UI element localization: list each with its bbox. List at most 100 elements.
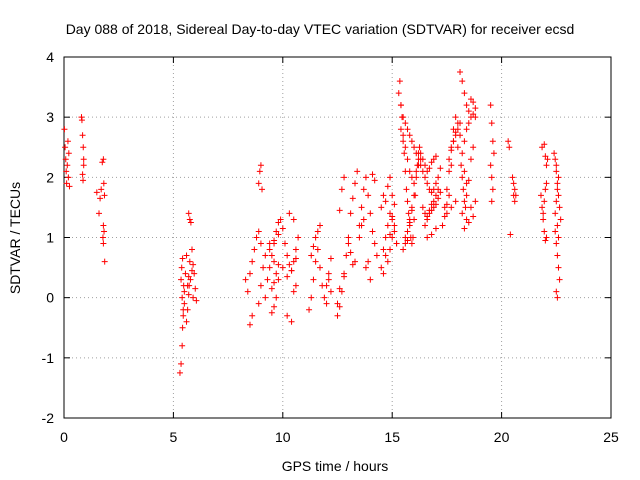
chart-title: Day 088 of 2018, Sidereal Day-to-day VTE… (66, 21, 575, 37)
data-point (541, 228, 548, 235)
data-point (256, 168, 263, 175)
data-point (63, 168, 70, 175)
data-point (338, 288, 345, 295)
data-point (185, 291, 192, 298)
data-point (467, 156, 474, 163)
data-point (347, 249, 354, 256)
data-point (384, 183, 391, 190)
data-point (184, 306, 191, 313)
data-point (435, 174, 442, 181)
data-point (186, 216, 193, 223)
data-point (404, 126, 411, 133)
data-point (349, 195, 356, 202)
data-point (178, 264, 185, 271)
data-point (314, 228, 321, 235)
data-point (281, 240, 288, 247)
data-point (463, 216, 470, 223)
data-point (554, 186, 561, 193)
data-point (179, 294, 186, 301)
data-point (380, 246, 387, 253)
data-series (61, 69, 564, 376)
data-point (459, 174, 466, 181)
data-point (470, 99, 477, 106)
data-point (257, 240, 264, 247)
data-point (387, 174, 394, 181)
data-point (378, 264, 385, 271)
data-point (251, 246, 258, 253)
data-point (389, 192, 396, 199)
data-point (66, 183, 73, 190)
data-point (273, 270, 280, 277)
data-point (188, 267, 195, 274)
data-point (402, 120, 409, 127)
data-point (286, 261, 293, 268)
data-point (556, 204, 563, 211)
data-point (358, 222, 365, 229)
data-point (443, 210, 450, 217)
data-point (511, 186, 518, 193)
data-point (186, 258, 193, 265)
data-point (424, 234, 431, 241)
data-point (400, 138, 407, 145)
data-point (268, 309, 275, 316)
data-point (323, 282, 330, 289)
x-tick-label: 25 (603, 429, 619, 445)
data-point (470, 213, 477, 220)
data-point (284, 273, 291, 280)
data-point (463, 102, 470, 109)
data-point (99, 234, 106, 241)
data-point (426, 165, 433, 172)
data-point (78, 117, 85, 124)
data-point (540, 210, 547, 217)
data-point (402, 240, 409, 247)
data-point (400, 114, 407, 121)
data-point (539, 204, 546, 211)
data-point (540, 216, 547, 223)
data-point (460, 186, 467, 193)
data-point (181, 288, 188, 295)
data-point (178, 276, 185, 283)
data-point (542, 237, 549, 244)
data-point (352, 258, 359, 265)
data-point (354, 168, 361, 175)
data-point (62, 156, 69, 163)
data-point (432, 201, 439, 208)
data-point (100, 156, 107, 163)
data-point (387, 246, 394, 253)
data-point (190, 294, 197, 301)
data-point (80, 177, 87, 184)
data-point (96, 210, 103, 217)
data-point (408, 138, 415, 145)
data-point (457, 120, 464, 127)
data-point (371, 240, 378, 247)
data-point (552, 228, 559, 235)
data-point (290, 216, 297, 223)
data-point (100, 222, 107, 229)
data-point (259, 186, 266, 193)
data-point (553, 198, 560, 205)
data-point (397, 126, 404, 133)
data-point (80, 144, 87, 151)
data-point (180, 312, 187, 319)
data-point (459, 150, 466, 157)
data-point (452, 198, 459, 205)
data-point (365, 192, 372, 199)
data-point (461, 225, 468, 232)
data-point (426, 210, 433, 217)
data-point (555, 234, 562, 241)
data-point (349, 261, 356, 268)
data-point (181, 300, 188, 307)
x-tick-label: 10 (275, 429, 291, 445)
data-point (373, 252, 380, 259)
data-point (192, 285, 199, 292)
data-point (411, 180, 418, 187)
data-point (271, 258, 278, 265)
data-point (98, 186, 105, 193)
data-point (384, 258, 391, 265)
data-point (271, 303, 278, 310)
data-point (362, 264, 369, 271)
data-point (64, 138, 71, 145)
data-point (472, 198, 479, 205)
data-point (417, 150, 424, 157)
data-point (338, 186, 345, 193)
